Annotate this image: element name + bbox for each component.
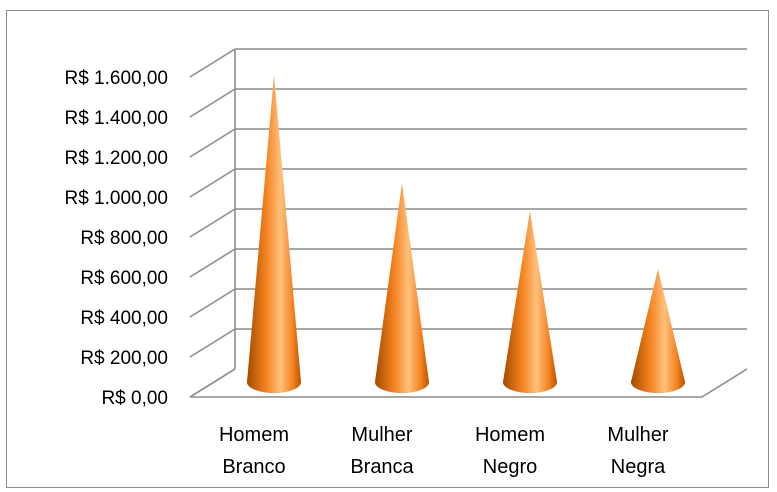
x-category-label: Branca (350, 456, 414, 478)
cone-bar (631, 269, 685, 393)
x-category-label: Negra (611, 456, 666, 478)
y-tick-label: R$ 1.200,00 (64, 148, 168, 169)
x-category-label: Homem (219, 424, 289, 446)
axis-layer (189, 49, 748, 398)
gridline-depth (189, 328, 236, 358)
gridline-depth (189, 128, 236, 158)
gridline-depth (189, 208, 236, 238)
y-tick-label: R$ 0,00 (101, 388, 168, 409)
x-category-label: Negro (483, 456, 537, 478)
floor-edge (190, 368, 748, 398)
x-category-label: Mulher (607, 424, 668, 446)
x-category-label: Homem (475, 424, 545, 446)
gridline-depth (189, 288, 236, 318)
y-tick-label: R$ 800,00 (80, 228, 168, 249)
gridline-depth (189, 168, 236, 198)
y-tick-label: R$ 400,00 (80, 308, 168, 329)
gridline-depth (189, 248, 236, 278)
y-tick-label: R$ 1.600,00 (64, 68, 168, 89)
cone-bar (375, 183, 429, 393)
x-category-label: Mulher (351, 424, 412, 446)
x-category-label: Branco (222, 456, 285, 478)
floor-left-edge (189, 368, 236, 398)
y-tick-label: R$ 600,00 (80, 268, 168, 289)
label-layer: R$ 0,00 R$ 200,00 R$ 400,00 R$ 600,00 R$ 800… (64, 68, 668, 478)
y-tick-label: R$ 1.400,00 (64, 108, 168, 129)
y-tick-label: R$ 1.000,00 (64, 188, 168, 209)
gridline-depth (189, 88, 236, 118)
bar-layer (247, 75, 685, 393)
y-tick-label: R$ 200,00 (80, 348, 168, 369)
cone-bar (503, 211, 557, 393)
gridline-depth (189, 48, 236, 78)
cone-bar (247, 75, 301, 393)
